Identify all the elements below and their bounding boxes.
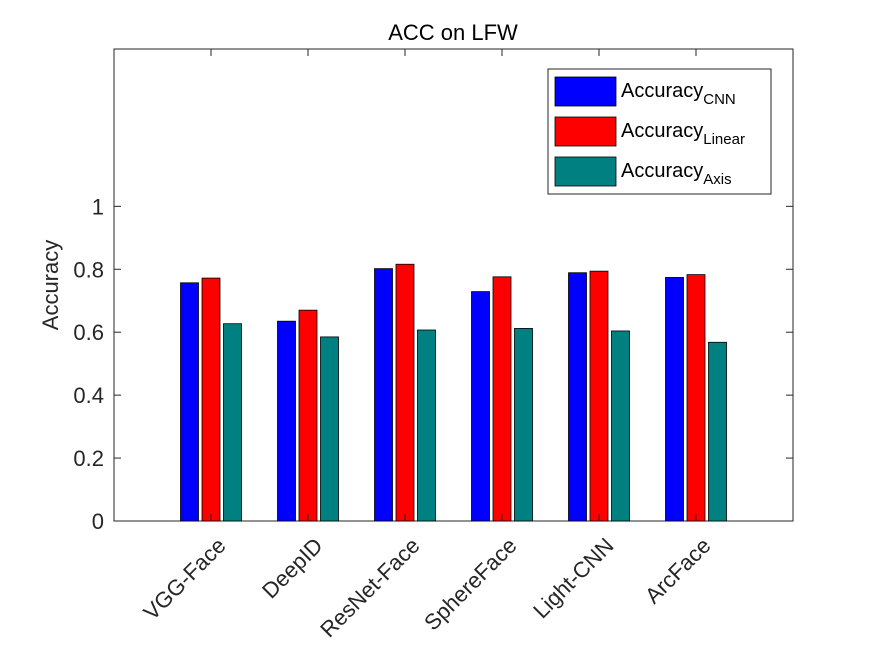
bar-axis-vgg-face <box>223 323 242 522</box>
bar-axis-resnet-face <box>417 329 436 522</box>
bar-cnn-light-cnn <box>568 272 587 522</box>
y-tick-label: 0.4 <box>73 383 104 408</box>
legend: AccuracyCNN AccuracyLinear AccuracyAxis <box>547 68 772 195</box>
bar-linear-deepid <box>298 309 318 522</box>
legend-label-cnn: AccuracyCNN <box>621 80 736 108</box>
bar-series-group <box>180 263 727 522</box>
y-tick-label: 0.6 <box>73 320 104 345</box>
bar-cnn-sphereface <box>471 291 490 522</box>
legend-swatch-linear <box>554 116 617 147</box>
x-tick-label: ArcFace <box>640 533 716 609</box>
y-tick-label: 1 <box>92 194 104 219</box>
x-tick-label: ResNet-Face <box>315 533 424 642</box>
bar-axis-deepid <box>320 336 339 522</box>
bar-cnn-resnet-face <box>374 268 393 522</box>
legend-label-axis: AccuracyAxis <box>621 160 732 188</box>
bar-cnn-arcface <box>665 277 684 522</box>
y-tick-label: 0 <box>92 509 104 534</box>
bar-cnn-deepid <box>277 320 296 522</box>
y-axis-label: Accuracy <box>38 240 63 330</box>
x-tick-label: VGG-Face <box>139 533 231 625</box>
x-tick-label: Light-CNN <box>528 533 618 623</box>
bar-axis-sphereface <box>514 328 533 522</box>
legend-label-linear: AccuracyLinear <box>621 120 745 148</box>
bar-cnn-vgg-face <box>180 282 199 522</box>
bar-linear-arcface <box>686 274 706 522</box>
y-tick-label: 0.8 <box>73 257 104 282</box>
legend-swatch-axis <box>554 156 617 187</box>
bar-linear-sphereface <box>492 276 512 522</box>
y-axis: 0 0.2 0.4 0.6 0.8 1 <box>73 194 793 534</box>
y-tick-label: 0.2 <box>73 446 104 471</box>
legend-swatch-cnn <box>554 76 617 107</box>
bar-axis-light-cnn <box>611 330 630 522</box>
bar-linear-resnet-face <box>395 263 415 522</box>
chart-title: ACC on LFW <box>388 20 518 45</box>
bar-linear-vgg-face <box>201 277 221 522</box>
bar-axis-arcface <box>708 341 727 522</box>
x-tick-label: SphereFace <box>419 533 521 635</box>
bar-linear-light-cnn <box>589 270 609 522</box>
x-tick-label: DeepID <box>257 533 327 603</box>
